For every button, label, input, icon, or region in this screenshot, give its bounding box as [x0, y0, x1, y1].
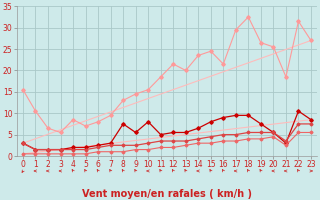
X-axis label: Vent moyen/en rafales ( km/h ): Vent moyen/en rafales ( km/h ) [82, 189, 252, 199]
